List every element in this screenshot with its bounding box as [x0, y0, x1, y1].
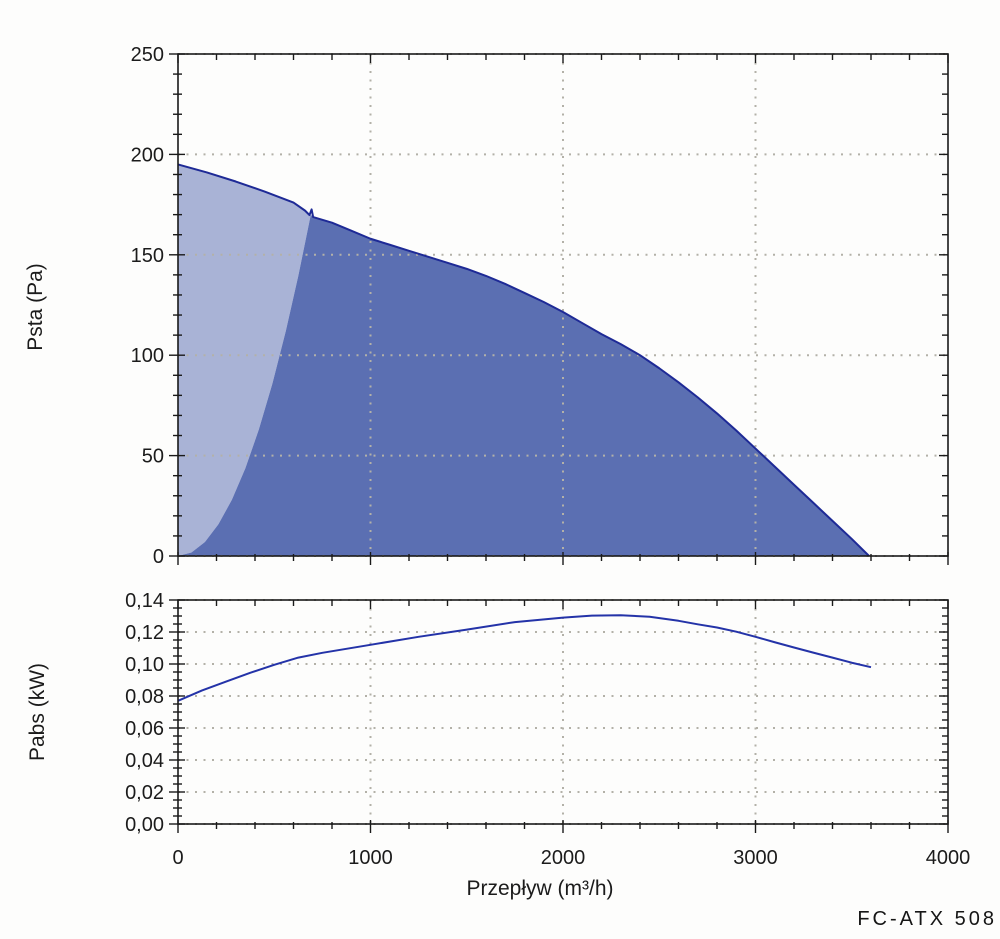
y-tick-label: 250	[131, 44, 164, 66]
y-tick-label: 0,00	[125, 814, 164, 836]
y-tick-label: 0,02	[125, 782, 164, 804]
x-tick-label: 1000	[348, 847, 393, 869]
pressure-y-axis-title: Psta (Pa)	[24, 263, 47, 351]
gridlines	[178, 599, 948, 825]
y-tick-label: 200	[131, 144, 164, 166]
y-tick-label: 0,08	[125, 686, 164, 708]
fan-pressure-curve	[177, 163, 870, 557]
y-tick-label: 50	[142, 446, 164, 468]
y-tick-label: 100	[131, 345, 164, 367]
x-axis-title: Przepływ (m³/h)	[466, 877, 613, 900]
x-tick-label: 2000	[541, 847, 586, 869]
y-tick-label: 0	[153, 546, 164, 568]
axis-ticks	[169, 599, 949, 833]
x-tick-label: 4000	[926, 847, 971, 869]
y-tick-label: 150	[131, 245, 164, 267]
max-operating-region	[178, 164, 311, 556]
x-tick-labels: 0 1000 2000 3000 4000	[172, 847, 970, 869]
axis-ticks	[169, 53, 949, 565]
y-tick-labels: 0 50 100 150 200 250	[131, 44, 164, 568]
absorbed-power-curve	[177, 614, 872, 702]
y-tick-label: 0,04	[125, 750, 164, 772]
pressure-chart: 0 50 100 150 200 250	[131, 44, 949, 568]
power-y-axis-title: Pabs (kW)	[26, 663, 49, 761]
y-tick-label: 0,06	[125, 718, 164, 740]
x-tick-label: 0	[172, 847, 183, 869]
y-tick-label: 0,10	[125, 654, 164, 676]
y-tick-label: 0,14	[125, 590, 164, 612]
model-label: FC-ATX 508	[857, 908, 997, 930]
y-tick-label: 0,12	[125, 622, 164, 644]
y-tick-labels: 0,00 0,02 0,04 0,06 0,08 0,10 0,12 0,14	[125, 590, 164, 836]
x-tick-label: 3000	[733, 847, 778, 869]
recommended-operating-region	[178, 214, 870, 556]
power-chart: 0,00 0,02 0,04 0,06 0,08 0,10 0,12 0,14 0 1000 200…	[125, 590, 970, 869]
